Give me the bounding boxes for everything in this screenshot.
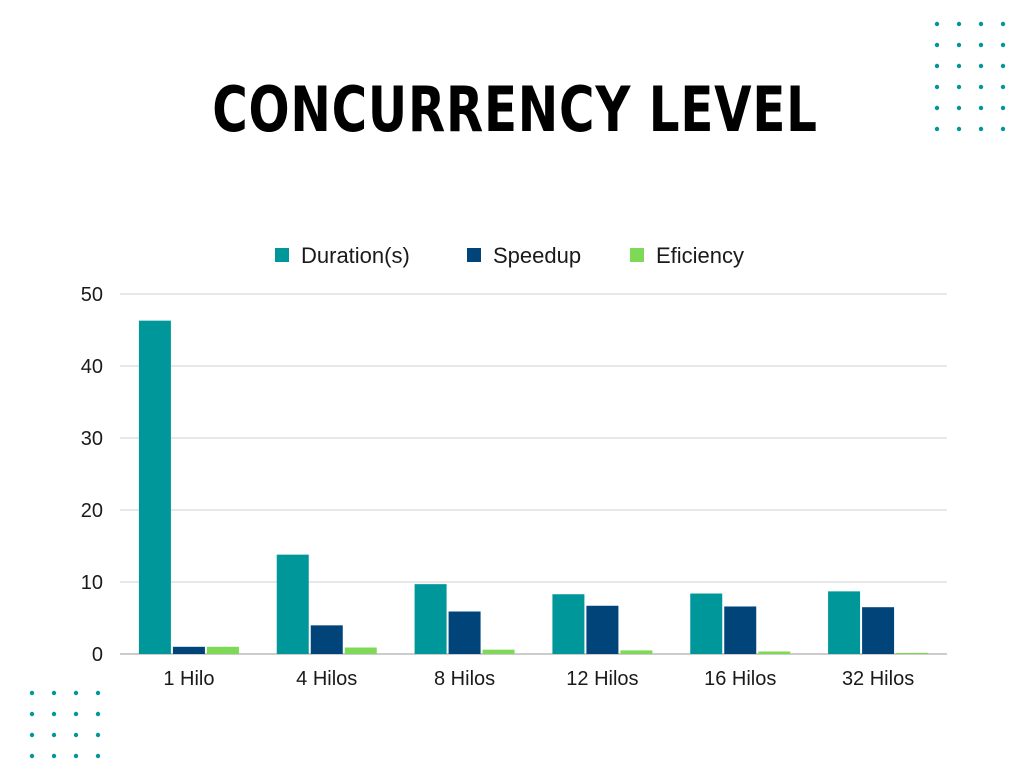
y-tick-label: 50 xyxy=(81,284,103,306)
decor-dot xyxy=(956,21,962,27)
chart-legend: Duration(s) Speedup Eficiency xyxy=(275,243,744,268)
y-tick-label: 20 xyxy=(81,500,103,522)
decor-dot xyxy=(29,732,35,738)
bars xyxy=(138,320,929,654)
decor-dot xyxy=(934,21,940,27)
decor-dot xyxy=(934,126,940,132)
bar-duration-s--5 xyxy=(828,591,861,654)
decor-dot xyxy=(934,105,940,111)
decor-dot xyxy=(956,63,962,69)
legend-swatch xyxy=(630,248,644,262)
y-tick-label: 10 xyxy=(81,572,103,594)
gridlines xyxy=(120,293,947,655)
decor-dot xyxy=(956,42,962,48)
decor-dot xyxy=(956,84,962,90)
decor-dot xyxy=(51,732,57,738)
decor-dot xyxy=(95,711,101,717)
decor-dot xyxy=(978,126,984,132)
decor-dot xyxy=(934,63,940,69)
y-tick-label: 0 xyxy=(92,644,103,666)
decor-dot xyxy=(1000,105,1006,111)
bar-eficiency-1 xyxy=(344,647,377,654)
x-tick-label: 8 Hilos xyxy=(434,668,495,690)
decor-dot xyxy=(95,690,101,696)
decor-dot xyxy=(51,753,57,759)
decor-dot xyxy=(978,84,984,90)
decor-dot xyxy=(29,711,35,717)
legend-label: Duration(s) xyxy=(301,243,410,268)
bar-speedup-3 xyxy=(586,605,619,654)
decor-dot xyxy=(978,21,984,27)
x-tick-label: 12 Hilos xyxy=(566,668,638,690)
decor-dot xyxy=(1000,42,1006,48)
decor-dot xyxy=(51,690,57,696)
bar-duration-s--4 xyxy=(690,593,723,654)
decor-dot xyxy=(934,84,940,90)
bar-duration-s--0 xyxy=(138,320,171,654)
bar-speedup-1 xyxy=(310,625,343,654)
bar-speedup-4 xyxy=(724,606,757,654)
decor-dot xyxy=(978,42,984,48)
bar-duration-s--3 xyxy=(552,594,585,654)
decor-dot xyxy=(956,126,962,132)
bar-eficiency-3 xyxy=(620,650,653,654)
chart-title: CONCURRENCY LEVEL xyxy=(212,73,818,146)
decor-dot xyxy=(978,63,984,69)
x-tick-label: 32 Hilos xyxy=(842,668,914,690)
decor-dot xyxy=(73,711,79,717)
decor-dot xyxy=(29,753,35,759)
decor-dot xyxy=(1000,126,1006,132)
decor-dot xyxy=(978,105,984,111)
bar-eficiency-0 xyxy=(206,646,239,654)
decor-dot xyxy=(29,690,35,696)
decor-dot xyxy=(95,732,101,738)
decor-dot xyxy=(73,732,79,738)
y-axis-ticks: 0 10 20 30 40 50 xyxy=(81,284,103,666)
decor-dot xyxy=(1000,84,1006,90)
bar-duration-s--2 xyxy=(414,584,447,654)
x-tick-label: 4 Hilos xyxy=(296,668,357,690)
bar-speedup-2 xyxy=(448,611,481,654)
decor-dot xyxy=(73,753,79,759)
bar-eficiency-5 xyxy=(896,652,929,654)
legend-label: Eficiency xyxy=(656,243,744,268)
legend-swatch xyxy=(467,248,481,262)
bar-eficiency-4 xyxy=(758,651,791,654)
x-tick-label: 16 Hilos xyxy=(704,668,776,690)
bar-speedup-0 xyxy=(172,646,205,654)
decor-dot xyxy=(956,105,962,111)
legend-swatch xyxy=(275,248,289,262)
bar-duration-s--1 xyxy=(276,554,309,654)
decor-dot xyxy=(934,42,940,48)
bar-eficiency-2 xyxy=(482,649,515,654)
decor-dot xyxy=(51,711,57,717)
x-tick-label: 1 Hilo xyxy=(163,668,214,690)
y-tick-label: 30 xyxy=(81,428,103,450)
x-axis-ticks: 1 Hilo 4 Hilos 8 Hilos 12 Hilos 16 Hilos 32 H… xyxy=(163,668,914,690)
decor-dot xyxy=(1000,63,1006,69)
y-tick-label: 40 xyxy=(81,356,103,378)
legend-label: Speedup xyxy=(493,243,581,268)
decor-dot xyxy=(1000,21,1006,27)
bar-speedup-5 xyxy=(862,607,895,654)
decor-dot xyxy=(95,753,101,759)
decor-dot xyxy=(73,690,79,696)
decorative-dot-grid-bottom xyxy=(29,690,101,759)
decorative-dot-grid-top xyxy=(934,21,1006,132)
